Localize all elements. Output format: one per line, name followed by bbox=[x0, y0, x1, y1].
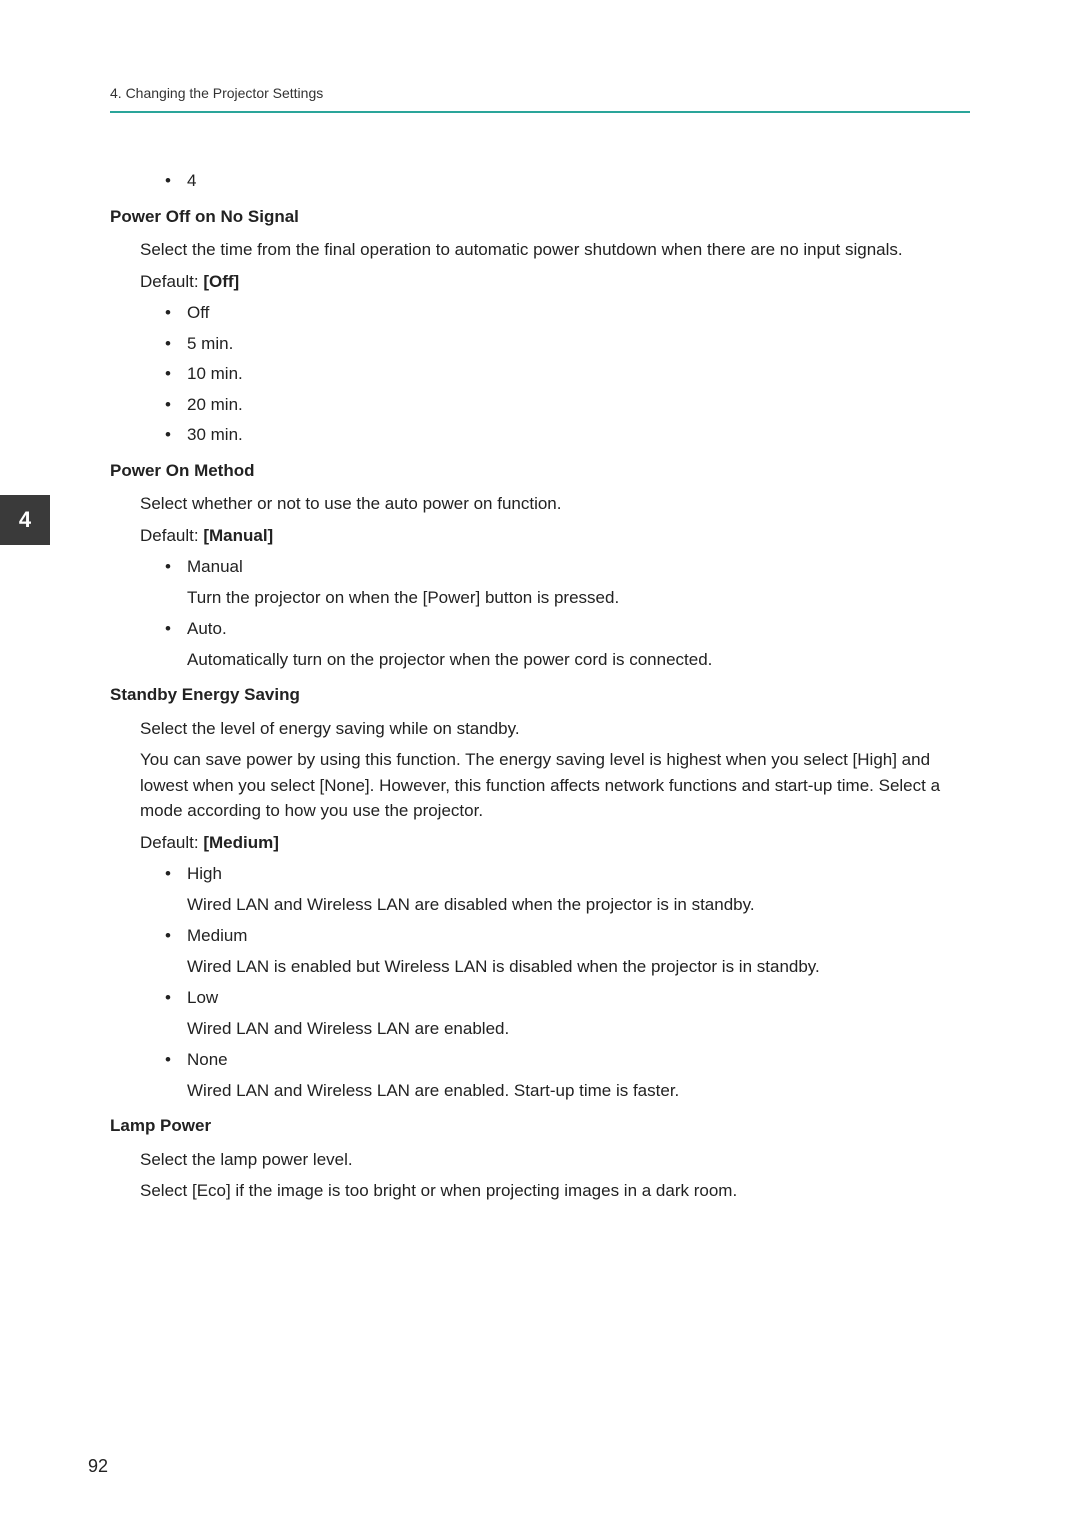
list-item-text: 20 min. bbox=[187, 392, 243, 418]
list-item: •30 min. bbox=[165, 422, 970, 448]
list-item: •10 min. bbox=[165, 361, 970, 387]
list-item-desc: Automatically turn on the projector when… bbox=[187, 647, 970, 673]
section-para: Select whether or not to use the auto po… bbox=[140, 491, 970, 517]
bullet-icon: • bbox=[165, 392, 187, 418]
list-item-desc: Wired LAN and Wireless LAN are enabled. bbox=[187, 1016, 970, 1042]
list-item-text: Off bbox=[187, 300, 209, 326]
list-item-desc: Wired LAN and Wireless LAN are enabled. … bbox=[187, 1078, 970, 1104]
list-item-desc: Wired LAN is enabled but Wireless LAN is… bbox=[187, 954, 970, 980]
list-item-desc: Wired LAN and Wireless LAN are disabled … bbox=[187, 892, 970, 918]
default-line: Default: [Off] bbox=[140, 269, 970, 295]
list-item-text: Manual bbox=[187, 554, 243, 580]
default-line: Default: [Manual] bbox=[140, 523, 970, 549]
list-item: •Off bbox=[165, 300, 970, 326]
section-para: Select the lamp power level. bbox=[140, 1147, 970, 1173]
section-para: Select [Eco] if the image is too bright … bbox=[140, 1178, 970, 1204]
bullet-icon: • bbox=[165, 985, 187, 1011]
bullet-icon: • bbox=[165, 1047, 187, 1073]
bullet-icon: • bbox=[165, 331, 187, 357]
default-value: [Manual] bbox=[203, 526, 273, 545]
page-number: 92 bbox=[88, 1456, 108, 1477]
header-rule bbox=[110, 111, 970, 113]
section-title-lamp: Lamp Power bbox=[110, 1113, 970, 1139]
bullet-icon: • bbox=[165, 168, 187, 194]
list-item: • 4 bbox=[165, 168, 970, 194]
section-title-standby: Standby Energy Saving bbox=[110, 682, 970, 708]
default-label: Default: bbox=[140, 272, 203, 291]
section-para: You can save power by using this functio… bbox=[140, 747, 970, 824]
section-title-power-off: Power Off on No Signal bbox=[110, 204, 970, 230]
list-item: •Low bbox=[165, 985, 970, 1011]
section-title-power-on: Power On Method bbox=[110, 458, 970, 484]
list-item-text: 10 min. bbox=[187, 361, 243, 387]
list-item-text: 30 min. bbox=[187, 422, 243, 448]
list-item-desc: Turn the projector on when the [Power] b… bbox=[187, 585, 970, 611]
list-item-text: Medium bbox=[187, 923, 247, 949]
header-breadcrumb: 4. Changing the Projector Settings bbox=[110, 85, 970, 101]
bullet-icon: • bbox=[165, 554, 187, 580]
default-line: Default: [Medium] bbox=[140, 830, 970, 856]
list-item: •Auto. bbox=[165, 616, 970, 642]
chapter-tab: 4 bbox=[0, 495, 50, 545]
list-item-text: High bbox=[187, 861, 222, 887]
bullet-icon: • bbox=[165, 300, 187, 326]
section-para: Select the time from the final operation… bbox=[140, 237, 970, 263]
bullet-icon: • bbox=[165, 861, 187, 887]
list-item-text: 5 min. bbox=[187, 331, 233, 357]
page-content: • 4 Power Off on No Signal Select the ti… bbox=[110, 168, 970, 1204]
list-item-text: None bbox=[187, 1047, 228, 1073]
default-label: Default: bbox=[140, 526, 203, 545]
bullet-icon: • bbox=[165, 923, 187, 949]
list-item-text: 4 bbox=[187, 168, 196, 194]
list-item-text: Auto. bbox=[187, 616, 227, 642]
default-value: [Medium] bbox=[203, 833, 279, 852]
default-label: Default: bbox=[140, 833, 203, 852]
list-item: •Manual bbox=[165, 554, 970, 580]
bullet-icon: • bbox=[165, 422, 187, 448]
list-item: •None bbox=[165, 1047, 970, 1073]
default-value: [Off] bbox=[203, 272, 239, 291]
list-item: •5 min. bbox=[165, 331, 970, 357]
list-item-text: Low bbox=[187, 985, 218, 1011]
bullet-icon: • bbox=[165, 616, 187, 642]
list-item: •20 min. bbox=[165, 392, 970, 418]
section-para: Select the level of energy saving while … bbox=[140, 716, 970, 742]
list-item: •High bbox=[165, 861, 970, 887]
list-item: •Medium bbox=[165, 923, 970, 949]
bullet-icon: • bbox=[165, 361, 187, 387]
